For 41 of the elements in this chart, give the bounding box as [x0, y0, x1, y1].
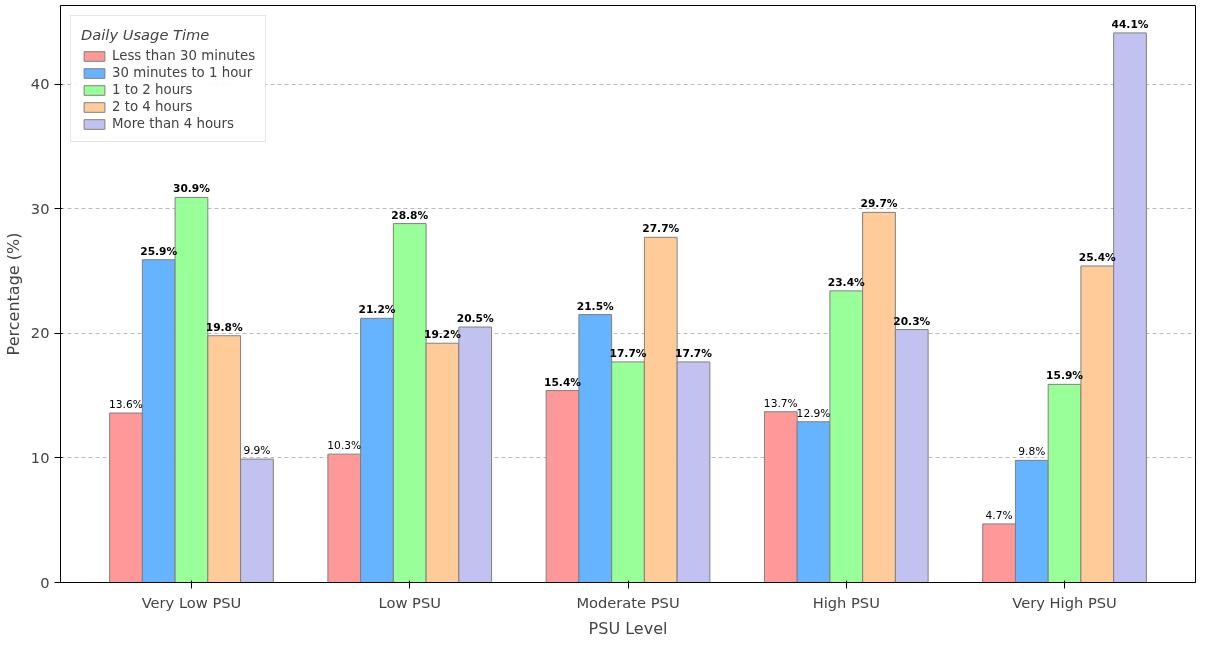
x-axis-title: PSU Level — [588, 618, 668, 638]
x-tick-label: Low PSU — [378, 593, 441, 611]
data-label: 9.8% — [1018, 445, 1046, 459]
y-tick-label: 0 — [40, 573, 50, 591]
data-label: 19.8% — [205, 320, 244, 334]
data-label: 44.1% — [1111, 17, 1149, 31]
data-label: 10.3% — [327, 439, 362, 453]
y-tick-label: 20 — [30, 324, 50, 342]
data-label: 17.7% — [675, 346, 713, 360]
data-label: 15.9% — [1046, 369, 1084, 383]
legend-label: 30 minutes to 1 hour — [112, 65, 253, 80]
x-tick-label: Moderate PSU — [576, 593, 680, 611]
y-tick-label: 30 — [30, 199, 50, 217]
data-label: 30.9% — [172, 182, 211, 196]
x-tick-label: Very High PSU — [1012, 593, 1117, 611]
data-label: 21.5% — [576, 299, 615, 313]
data-label: 27.7% — [642, 222, 680, 236]
data-label: 29.7% — [860, 197, 898, 211]
data-label: 9.9% — [243, 444, 271, 458]
data-label: 25.4% — [1078, 250, 1117, 264]
y-tick-label: 10 — [30, 448, 50, 466]
y-axis-title: Percentage (%) — [3, 232, 23, 356]
legend-label: More than 4 hours — [112, 116, 234, 131]
data-label: 28.8% — [391, 208, 429, 222]
data-label: 13.6% — [109, 398, 143, 412]
legend-title: Daily Usage Time — [81, 26, 211, 43]
legend-label: 2 to 4 hours — [112, 99, 193, 114]
y-tick-label: 40 — [30, 75, 50, 93]
legend-label: 1 to 2 hours — [112, 82, 193, 97]
data-label: 12.9% — [796, 406, 831, 420]
legend-label: Less than 30 minutes — [112, 48, 256, 63]
data-label: 20.3% — [893, 314, 931, 328]
data-label: 21.2% — [358, 303, 396, 317]
data-label: 19.2% — [423, 328, 462, 342]
data-label: 13.7% — [763, 396, 798, 410]
data-label: 20.5% — [456, 312, 495, 326]
data-label: 4.7% — [985, 508, 1013, 522]
x-tick-label: Very Low PSU — [141, 593, 242, 611]
data-label: 23.4% — [827, 275, 866, 289]
data-label: 25.9% — [140, 244, 178, 258]
x-tick-label: High PSU — [812, 593, 880, 611]
